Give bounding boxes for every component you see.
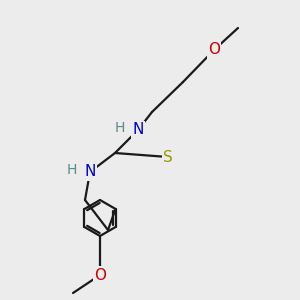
Text: O: O [208, 43, 220, 58]
Text: N: N [132, 122, 144, 137]
Text: O: O [94, 268, 106, 283]
Text: H: H [67, 164, 77, 178]
Text: N: N [84, 164, 96, 179]
Text: H: H [115, 122, 125, 136]
Text: S: S [163, 149, 173, 164]
